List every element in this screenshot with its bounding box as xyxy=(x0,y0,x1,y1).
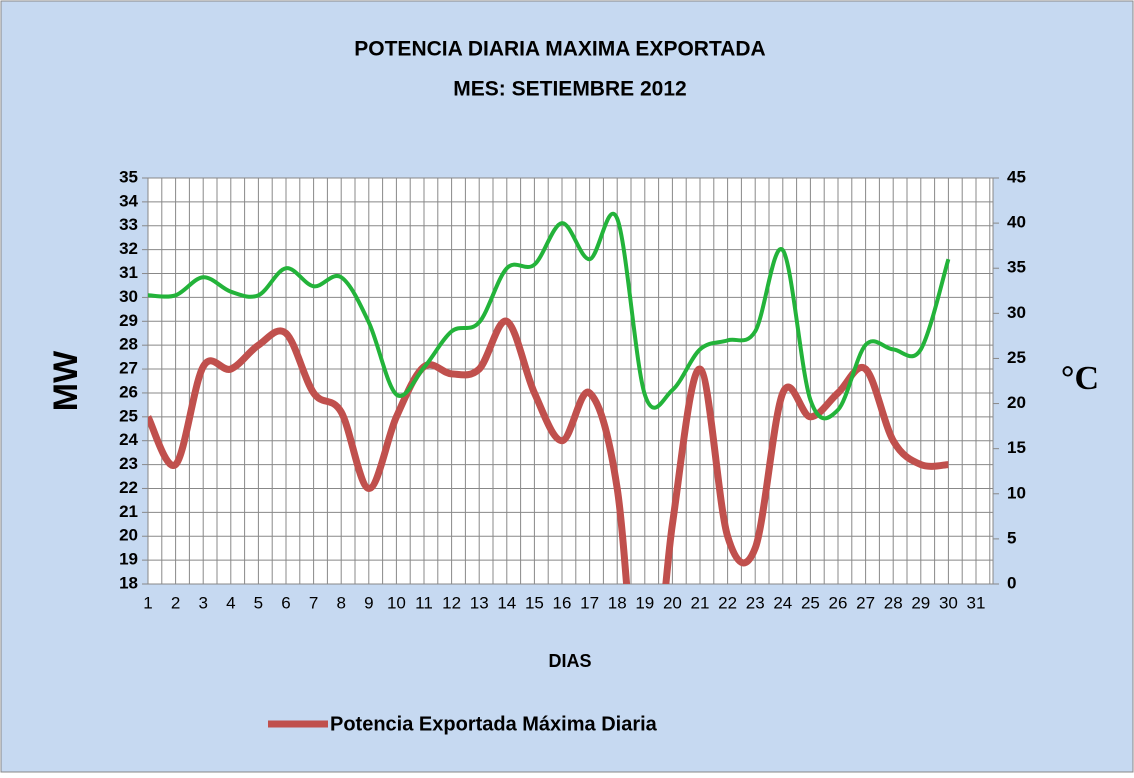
y2-tick-label: 45 xyxy=(1007,167,1026,186)
x-tick-label: 10 xyxy=(387,593,406,612)
y-tick-label: 34 xyxy=(119,191,138,210)
x-tick-label: 3 xyxy=(198,593,207,612)
y-tick-label: 31 xyxy=(119,263,138,282)
x-tick-label: 20 xyxy=(663,593,682,612)
y-tick-label: 19 xyxy=(119,550,138,569)
y-tick-label: 18 xyxy=(119,573,138,592)
x-tick-label: 29 xyxy=(911,593,930,612)
y-tick-label: 35 xyxy=(119,167,138,186)
x-tick-label: 31 xyxy=(967,593,986,612)
x-tick-label: 11 xyxy=(415,593,433,612)
x-tick-label: 23 xyxy=(746,593,765,612)
x-tick-label: 25 xyxy=(801,593,820,612)
y-tick-label: 23 xyxy=(119,454,138,473)
y-tick-label: 29 xyxy=(119,311,138,330)
y-tick-label: 21 xyxy=(119,502,138,521)
x-axis-label: DIAS xyxy=(548,651,591,671)
y2-tick-label: 20 xyxy=(1007,393,1026,412)
x-tick-label: 4 xyxy=(226,593,235,612)
x-tick-label: 17 xyxy=(580,593,599,612)
y-tick-label: 30 xyxy=(119,287,138,306)
x-tick-label: 7 xyxy=(309,593,318,612)
x-tick-label: 5 xyxy=(254,593,263,612)
x-tick-label: 26 xyxy=(829,593,848,612)
y-tick-label: 27 xyxy=(119,359,138,378)
x-tick-label: 18 xyxy=(608,593,627,612)
y-axis-label: MW xyxy=(47,350,85,411)
x-tick-label: 22 xyxy=(718,593,737,612)
y-tick-label: 28 xyxy=(119,335,138,354)
chart-subtitle: MES: SETIEMBRE 2012 xyxy=(453,78,686,101)
series-group xyxy=(148,212,951,584)
y2-tick-label: 15 xyxy=(1007,438,1026,457)
x-tick-label: 14 xyxy=(497,593,516,612)
y-tick-label: 22 xyxy=(119,478,138,497)
legend-label: Potencia Exportada Máxima Diaria xyxy=(330,713,658,735)
x-tick-label: 30 xyxy=(939,593,958,612)
x-tick-label: 27 xyxy=(856,593,875,612)
x-tick-label: 6 xyxy=(281,593,290,612)
y2-tick-label: 40 xyxy=(1007,213,1026,232)
x-tick-label: 16 xyxy=(553,593,572,612)
plot-area xyxy=(147,177,994,585)
y2-tick-label: 30 xyxy=(1007,303,1026,322)
x-tick-label: 1 xyxy=(143,593,152,612)
x-tick-label: 8 xyxy=(336,593,345,612)
x-tick-label: 24 xyxy=(773,593,792,612)
x-tick-label: 15 xyxy=(525,593,544,612)
x-tick-label: 13 xyxy=(470,593,489,612)
y2-axis-label: °C xyxy=(1061,360,1099,397)
x-tick-label: 9 xyxy=(364,593,373,612)
y-tick-label: 33 xyxy=(119,215,138,234)
y2-tick-label: 0 xyxy=(1007,573,1016,592)
x-tick-label: 12 xyxy=(442,593,461,612)
y2-tick-label: 35 xyxy=(1007,258,1026,277)
x-tick-label: 28 xyxy=(884,593,903,612)
x-tick-label: 2 xyxy=(171,593,180,612)
y-tick-label: 25 xyxy=(119,406,138,425)
x-tick-label: 21 xyxy=(691,593,710,612)
series-line xyxy=(148,317,949,584)
y2-tick-label: 25 xyxy=(1007,348,1026,367)
y-tick-label: 26 xyxy=(119,382,138,401)
y2-tick-label: 10 xyxy=(1007,483,1026,502)
x-tick-label: 19 xyxy=(635,593,654,612)
y-tick-label: 32 xyxy=(119,239,138,258)
series-line xyxy=(148,212,951,421)
y-tick-label: 20 xyxy=(119,526,138,545)
chart-title: POTENCIA DIARIA MAXIMA EXPORTADA xyxy=(354,38,765,61)
y2-tick-label: 5 xyxy=(1007,528,1016,547)
y-tick-label: 24 xyxy=(119,430,138,449)
